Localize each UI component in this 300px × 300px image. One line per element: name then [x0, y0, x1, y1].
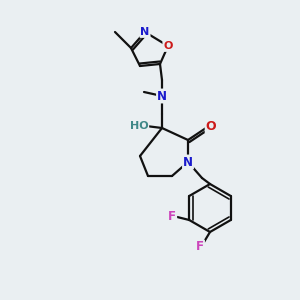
Text: N: N	[140, 27, 150, 37]
Text: HO: HO	[130, 121, 148, 131]
Text: N: N	[157, 89, 167, 103]
Text: O: O	[206, 119, 216, 133]
Text: F: F	[196, 241, 204, 254]
Text: F: F	[168, 209, 176, 223]
Text: N: N	[183, 155, 193, 169]
Text: O: O	[163, 41, 173, 51]
